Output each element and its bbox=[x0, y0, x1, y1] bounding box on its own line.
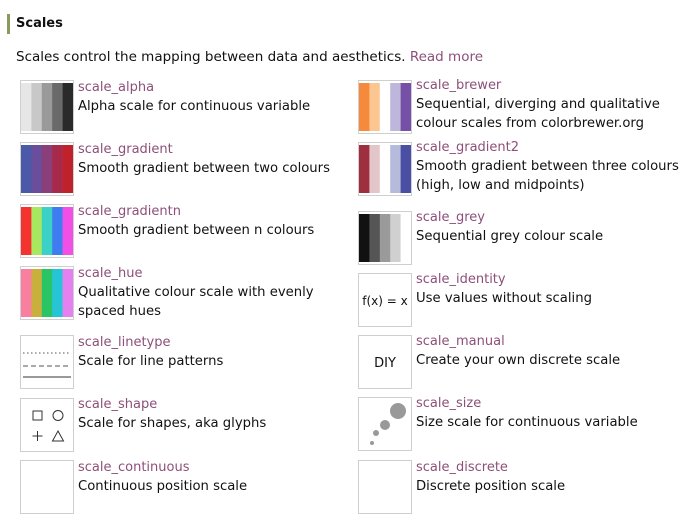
blank-icon[interactable] bbox=[20, 460, 74, 514]
swatch-stripe bbox=[52, 207, 63, 255]
swatch-stripe bbox=[400, 214, 411, 262]
swatch-stripe bbox=[62, 207, 73, 255]
swatch-stripe bbox=[62, 83, 73, 131]
scale-description: Use values without scaling bbox=[416, 291, 592, 306]
swatch-stripe bbox=[400, 83, 411, 131]
swatch-stripe bbox=[379, 214, 391, 262]
swatch-stripe bbox=[21, 269, 32, 317]
size-icon[interactable] bbox=[358, 397, 412, 451]
gradient-icon[interactable] bbox=[20, 142, 74, 196]
scale-description: Size scale for continuous variable bbox=[416, 415, 638, 430]
swatch-stripe bbox=[369, 214, 381, 262]
swatch-stripe bbox=[41, 269, 53, 317]
scale-link[interactable]: scale_manual bbox=[416, 334, 505, 349]
scale-link[interactable]: scale_alpha bbox=[78, 80, 155, 95]
swatch-stripe bbox=[31, 269, 43, 317]
brewer-icon[interactable] bbox=[358, 80, 412, 134]
gradientn-icon[interactable] bbox=[20, 204, 74, 258]
swatch-stripe bbox=[379, 83, 391, 131]
scale-description: Smooth gradient between two colours bbox=[78, 161, 330, 176]
manual-icon-text: DIY bbox=[374, 356, 396, 371]
scale-link[interactable]: scale_discrete bbox=[416, 460, 508, 475]
swatch-stripe bbox=[52, 145, 63, 193]
swatch-stripe bbox=[31, 83, 43, 131]
scale-description: Scale for shapes, aka glyphs bbox=[78, 416, 267, 431]
swatch-stripe bbox=[62, 269, 73, 317]
swatch-stripe bbox=[400, 145, 411, 193]
scale-link[interactable]: scale_grey bbox=[416, 210, 485, 225]
scale-description: Qualitative colour scale with evenly spa… bbox=[78, 285, 314, 319]
swatch-stripe bbox=[369, 145, 381, 193]
scale-link[interactable]: scale_brewer bbox=[416, 78, 502, 93]
scale-description: Scale for line patterns bbox=[78, 354, 224, 369]
alpha-icon[interactable] bbox=[20, 80, 74, 134]
swatch-stripe bbox=[52, 269, 63, 317]
section-title: Scales bbox=[7, 14, 63, 34]
scale-description: Create your own discrete scale bbox=[416, 353, 621, 368]
read-more-link[interactable]: Read more bbox=[409, 49, 484, 65]
scale-description: Sequential, diverging and qualitative co… bbox=[416, 97, 660, 131]
swatch-stripe bbox=[359, 214, 370, 262]
scale-link[interactable]: scale_hue bbox=[78, 266, 143, 281]
identity-icon-text: f(x) = x bbox=[362, 294, 407, 308]
swatch-stripe bbox=[21, 83, 32, 131]
scale-link[interactable]: scale_identity bbox=[416, 272, 506, 287]
swatch-stripe bbox=[359, 83, 370, 131]
scale-description: Discrete position scale bbox=[416, 479, 566, 494]
scale-link[interactable]: scale_gradientn bbox=[78, 204, 181, 219]
identity-icon[interactable]: f(x) = x bbox=[358, 273, 412, 327]
scale-link[interactable]: scale_linetype bbox=[78, 335, 171, 350]
swatch-stripe bbox=[52, 83, 63, 131]
scale-link[interactable]: scale_shape bbox=[78, 397, 158, 412]
swatch-stripe bbox=[41, 145, 53, 193]
grey-icon[interactable] bbox=[358, 211, 412, 265]
swatch-stripe bbox=[31, 145, 43, 193]
linetype-icon[interactable] bbox=[20, 335, 74, 389]
swatch-stripe bbox=[390, 83, 401, 131]
swatch-stripe bbox=[369, 83, 381, 131]
swatch-stripe bbox=[390, 145, 401, 193]
swatch-stripe bbox=[21, 145, 32, 193]
scale-link[interactable]: scale_gradient bbox=[78, 142, 173, 157]
swatch-stripe bbox=[359, 145, 370, 193]
swatch-stripe bbox=[379, 145, 391, 193]
intro-paragraph: Scales control the mapping between data … bbox=[16, 48, 483, 66]
swatch-stripe bbox=[21, 207, 32, 255]
scale-description: Continuous position scale bbox=[78, 479, 248, 494]
scale-description: Smooth gradient between n colours bbox=[78, 223, 315, 238]
scale-link[interactable]: scale_continuous bbox=[78, 460, 190, 475]
hue-icon[interactable] bbox=[20, 266, 74, 320]
blank-icon[interactable] bbox=[358, 460, 412, 514]
intro-text: Scales control the mapping between data … bbox=[16, 49, 406, 65]
manual-icon[interactable]: DIY bbox=[358, 335, 412, 389]
gradient2-icon[interactable] bbox=[358, 142, 412, 196]
swatch-stripe bbox=[31, 207, 43, 255]
scale-description: Alpha scale for continuous variable bbox=[78, 99, 311, 114]
shape-icon[interactable] bbox=[20, 398, 74, 452]
scale-link[interactable]: scale_size bbox=[416, 396, 482, 411]
scale-description: Sequential grey colour scale bbox=[416, 229, 604, 244]
scale-link[interactable]: scale_gradient2 bbox=[416, 140, 520, 155]
swatch-stripe bbox=[41, 207, 53, 255]
scale-description: Smooth gradient between three colours (h… bbox=[416, 159, 679, 193]
swatch-stripe bbox=[390, 214, 401, 262]
swatch-stripe bbox=[62, 145, 73, 193]
swatch-stripe bbox=[41, 83, 53, 131]
